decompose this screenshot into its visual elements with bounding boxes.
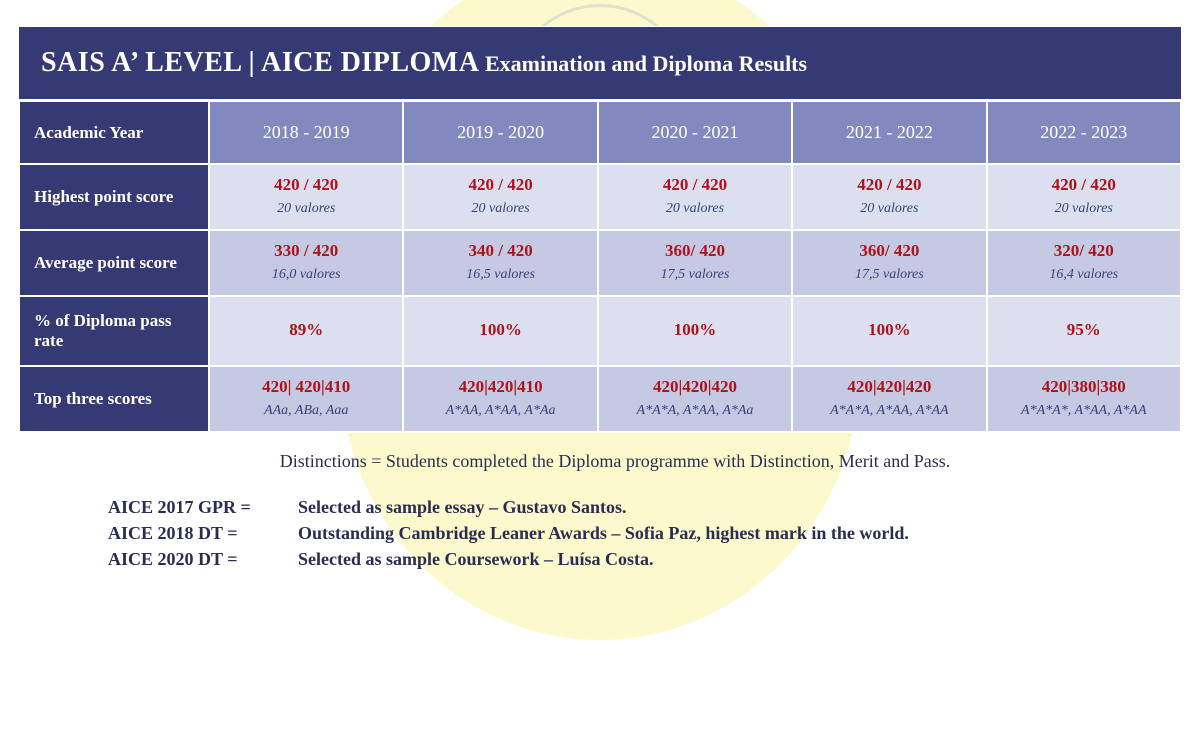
row-top3: Top three scores 420| 420|410AAa, ABa, A… [19,366,1181,432]
row-highest-label: Highest point score [19,164,209,230]
cell-average-4: 320/ 42016,4 valores [987,230,1181,296]
footer: Distinctions = Students completed the Di… [18,433,1182,572]
title-sub: Examination and Diploma Results [479,51,807,76]
cell-top3-0: 420| 420|410AAa, ABa, Aaa [209,366,403,432]
cell-pass-4: 95% [987,296,1181,366]
cell-pass-2: 100% [598,296,792,366]
cell-top3-1: 420|420|410A*AA, A*AA, A*Aa [403,366,597,432]
row-average-label: Average point score [19,230,209,296]
year-col-4: 2022 - 2023 [987,101,1181,164]
year-col-1: 2019 - 2020 [403,101,597,164]
cell-top3-2: 420|420|420A*A*A, A*AA, A*Aa [598,366,792,432]
cell-average-0: 330 / 42016,0 valores [209,230,403,296]
note-2: AICE 2020 DT = Selected as sample Course… [108,546,1122,572]
row-pass: % of Diploma pass rate 89% 100% 100% 100… [19,296,1181,366]
cell-highest-0: 420 / 42020 valores [209,164,403,230]
year-col-3: 2021 - 2022 [792,101,986,164]
academic-year-label: Academic Year [19,101,209,164]
year-header-row: Academic Year 2018 - 2019 2019 - 2020 20… [19,101,1181,164]
cell-average-3: 360/ 42017,5 valores [792,230,986,296]
note-0: AICE 2017 GPR = Selected as sample essay… [108,494,1122,520]
cell-highest-1: 420 / 42020 valores [403,164,597,230]
note-1: AICE 2018 DT = Outstanding Cambridge Lea… [108,520,1122,546]
title-bar: SAIS A’ LEVEL | AICE DIPLOMA Examination… [18,26,1182,100]
cell-top3-4: 420|380|380A*A*A*, A*AA, A*AA [987,366,1181,432]
row-pass-label: % of Diploma pass rate [19,296,209,366]
year-col-2: 2020 - 2021 [598,101,792,164]
cell-average-1: 340 / 42016,5 valores [403,230,597,296]
cell-highest-3: 420 / 42020 valores [792,164,986,230]
content-wrapper: SAIS A’ LEVEL | AICE DIPLOMA Examination… [0,0,1200,572]
results-table: Academic Year 2018 - 2019 2019 - 2020 20… [18,100,1182,433]
cell-top3-3: 420|420|420A*A*A, A*AA, A*AA [792,366,986,432]
cell-average-2: 360/ 42017,5 valores [598,230,792,296]
cell-pass-1: 100% [403,296,597,366]
row-top3-label: Top three scores [19,366,209,432]
row-average: Average point score 330 / 42016,0 valore… [19,230,1181,296]
cell-highest-2: 420 / 42020 valores [598,164,792,230]
cell-pass-3: 100% [792,296,986,366]
year-col-0: 2018 - 2019 [209,101,403,164]
distinctions-note: Distinctions = Students completed the Di… [108,451,1122,472]
cell-highest-4: 420 / 42020 valores [987,164,1181,230]
title-main: SAIS A’ LEVEL | AICE DIPLOMA [41,47,479,78]
row-highest: Highest point score 420 / 42020 valores … [19,164,1181,230]
cell-pass-0: 89% [209,296,403,366]
